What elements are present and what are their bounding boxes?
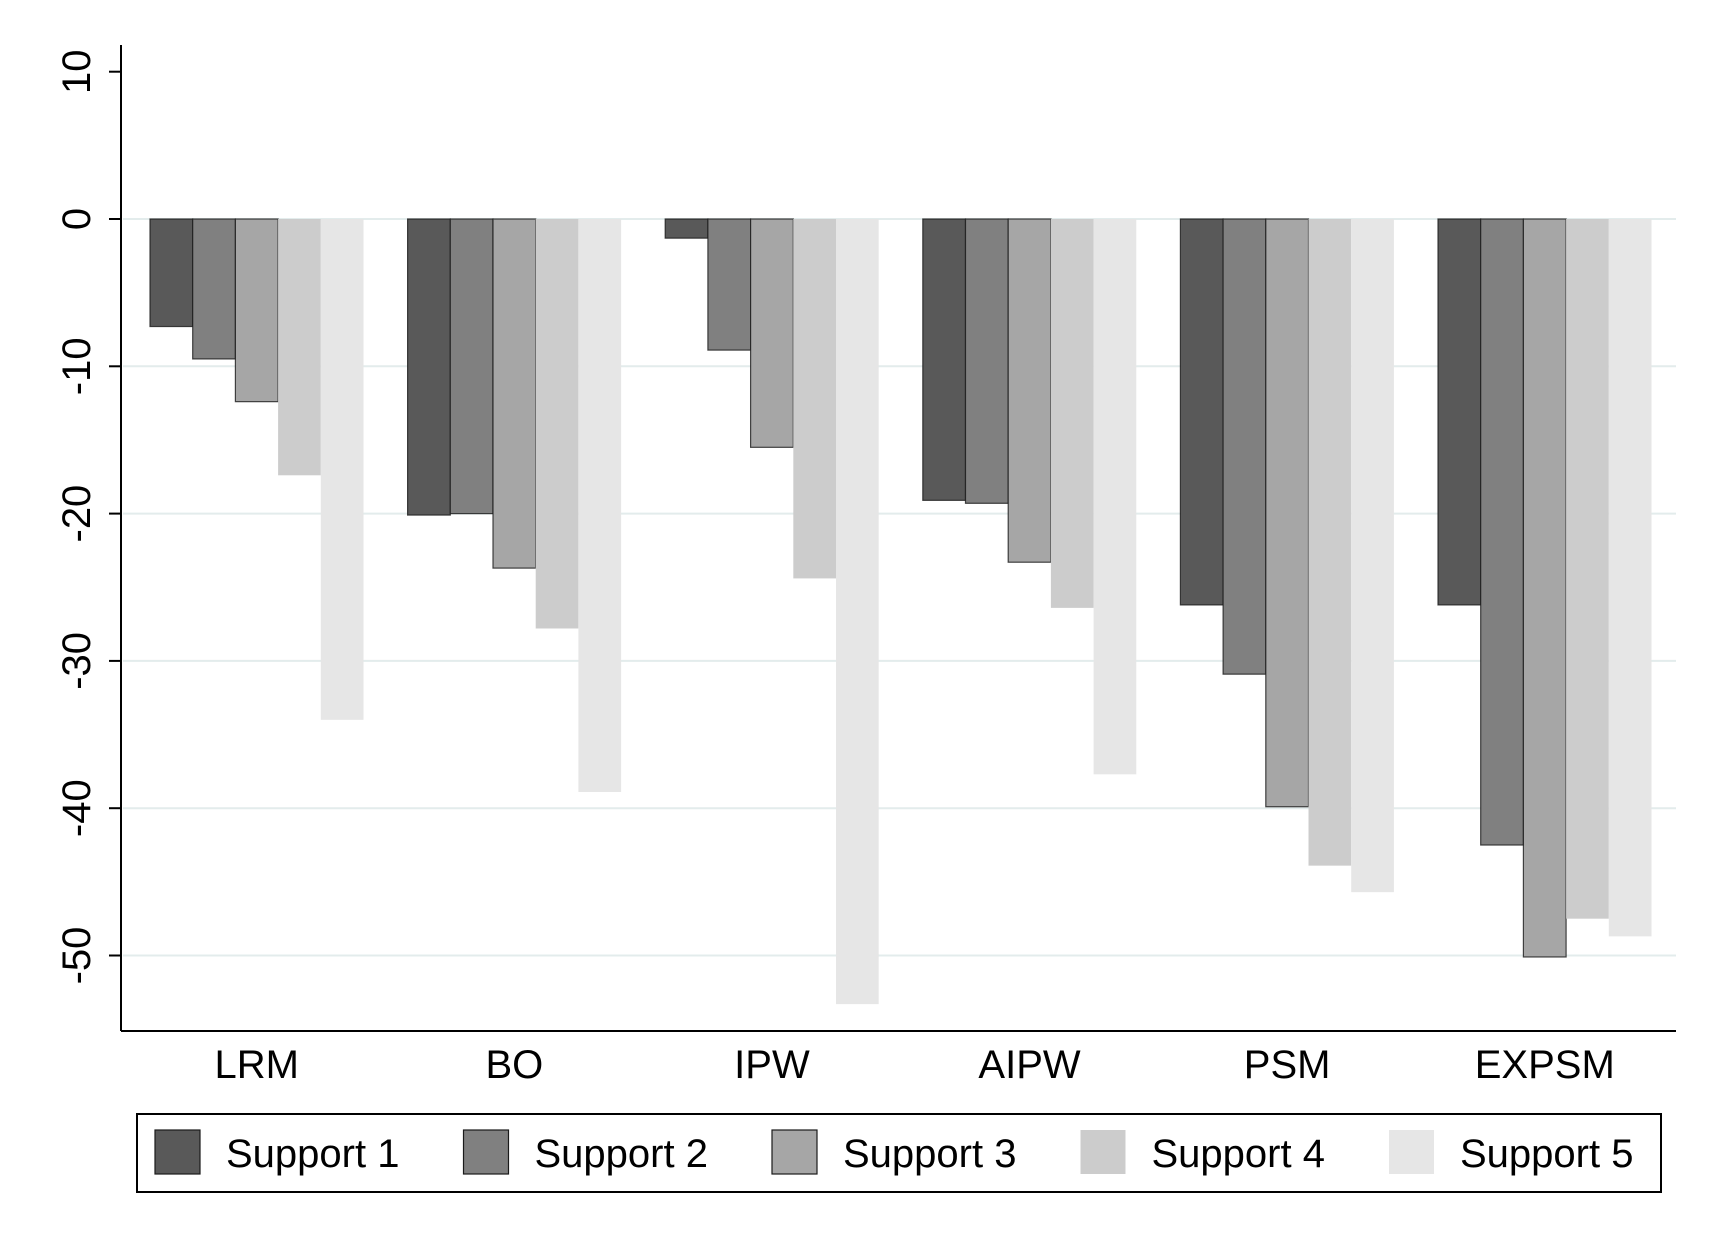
bar xyxy=(793,219,836,579)
bar xyxy=(278,219,321,476)
legend: Support 1 Support 2 Support 3 Support 4 Supp… xyxy=(136,1113,1662,1193)
y-tick-label: 10 xyxy=(55,49,99,94)
legend-label: Support 3 xyxy=(843,1132,1016,1176)
x-category-label: BO xyxy=(485,1043,543,1087)
bar xyxy=(320,219,364,720)
bar xyxy=(1480,218,1524,846)
axes xyxy=(120,45,1676,1032)
bar xyxy=(535,219,579,629)
x-category-label: IPW xyxy=(734,1043,810,1087)
bar xyxy=(1608,219,1652,937)
bar xyxy=(1093,219,1137,775)
x-category-label: PSM xyxy=(1244,1043,1331,1087)
legend-swatch xyxy=(1389,1130,1434,1174)
y-tick-label: -30 xyxy=(55,632,99,690)
bar xyxy=(836,219,879,1005)
bar xyxy=(749,218,794,448)
x-category-labels: LRM BO IPW AIPW PSM EXPSM xyxy=(215,1043,1615,1087)
bar xyxy=(1265,218,1310,808)
legend-label: Support 2 xyxy=(535,1132,708,1176)
bar xyxy=(922,218,967,501)
legend-swatch xyxy=(771,1129,818,1175)
bar xyxy=(1566,219,1609,919)
bar xyxy=(664,218,709,239)
bar xyxy=(1222,218,1267,675)
legend-swatch xyxy=(1080,1130,1126,1174)
legend-label: Support 4 xyxy=(1152,1132,1325,1176)
bar xyxy=(1050,219,1094,608)
y-tick-label: -50 xyxy=(55,927,99,985)
legend-swatch xyxy=(154,1129,201,1175)
legend-label: Support 1 xyxy=(226,1132,399,1176)
y-tick-label: -20 xyxy=(55,485,99,543)
bar xyxy=(1007,218,1052,563)
bar xyxy=(492,218,537,569)
bar xyxy=(449,218,494,515)
bar xyxy=(1179,218,1224,606)
bar xyxy=(1351,219,1394,893)
y-tick-label: -10 xyxy=(55,337,99,395)
bar xyxy=(234,218,279,403)
bars xyxy=(149,218,1652,1005)
bar xyxy=(1522,218,1567,958)
y-tick-label: -40 xyxy=(55,779,99,837)
legend-swatch xyxy=(462,1129,510,1175)
bar xyxy=(964,218,1009,504)
bar xyxy=(192,218,236,360)
legend-label: Support 5 xyxy=(1460,1132,1633,1176)
x-category-label: EXPSM xyxy=(1475,1043,1615,1087)
bar xyxy=(407,218,451,516)
y-tick-label: 0 xyxy=(55,208,99,230)
gridlines xyxy=(123,218,1676,957)
bar xyxy=(149,218,194,328)
bar xyxy=(578,219,622,792)
bar xyxy=(707,218,752,351)
x-category-label: AIPW xyxy=(978,1043,1080,1087)
bar xyxy=(1308,219,1352,866)
x-category-label: LRM xyxy=(215,1043,299,1087)
y-ticks: 10 0 -10 -20 -30 -40 -50 xyxy=(55,49,121,984)
bar xyxy=(1437,218,1482,606)
